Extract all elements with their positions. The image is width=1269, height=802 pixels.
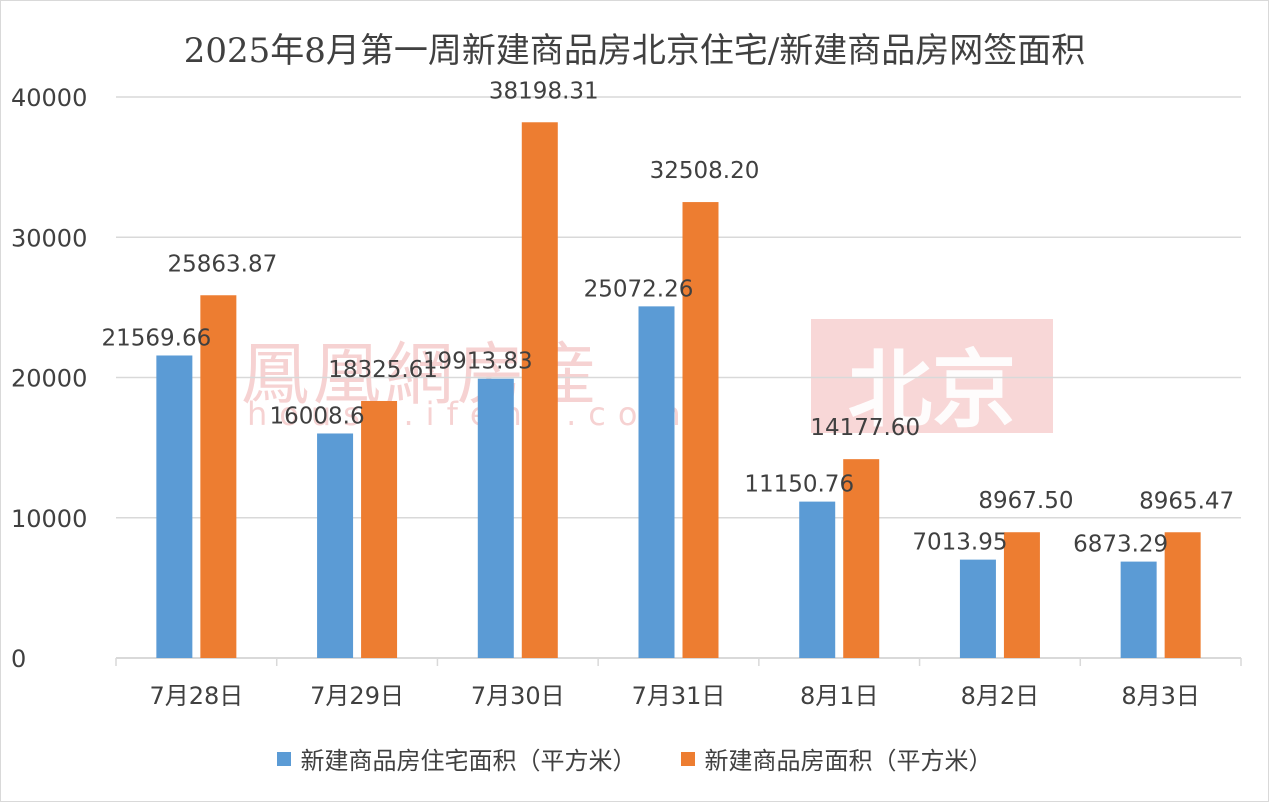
bar-series2 — [682, 202, 719, 658]
data-label-series2: 8965.47 — [1139, 488, 1234, 514]
data-label-series2: 25863.87 — [167, 251, 277, 277]
bar-series1 — [959, 559, 996, 658]
data-label-series1: 11150.76 — [744, 472, 854, 498]
bar-chart: 0 10000 20000 30000 40000 7月28日 21569.66 25863.… — [11, 78, 1242, 710]
x-tick-label: 8月1日 — [800, 682, 879, 710]
y-tick-label: 20000 — [11, 365, 87, 393]
data-label-series1: 7013.95 — [912, 530, 1007, 556]
x-tick-label: 7月29日 — [310, 682, 404, 710]
legend-item-series1: 新建商品房住宅面积（平方米） — [276, 741, 637, 776]
bar-series2 — [361, 400, 398, 658]
data-label-series1: 19913.83 — [423, 349, 533, 375]
watermark-site: house.ifeng.com — [247, 395, 693, 433]
y-tick-label: 40000 — [11, 84, 87, 112]
bar-series1 — [156, 355, 193, 658]
bar-series2 — [843, 459, 880, 658]
x-tick-label: 7月31日 — [632, 682, 726, 710]
bar-series2 — [200, 295, 237, 658]
data-label-series2: 8967.50 — [978, 488, 1073, 514]
x-tick-label: 7月30日 — [471, 682, 565, 710]
data-label-series2: 38198.31 — [489, 78, 599, 104]
bar-series2 — [1164, 532, 1201, 658]
bar-series1 — [477, 378, 514, 658]
data-label-series1: 21569.66 — [101, 325, 211, 351]
data-label-series1: 25072.26 — [584, 276, 694, 302]
y-tick-label: 10000 — [11, 505, 87, 533]
legend-swatch-series1 — [276, 751, 291, 766]
data-label-series1: 16008.6 — [270, 403, 365, 429]
data-label-series2: 32508.20 — [650, 158, 760, 184]
y-tick-label: 30000 — [11, 224, 87, 252]
x-tick-label: 7月28日 — [149, 682, 243, 710]
x-tick-label: 8月3日 — [1121, 682, 1200, 710]
legend-item-series2: 新建商品房面积（平方米） — [680, 741, 993, 776]
data-label-series2: 14177.60 — [810, 415, 920, 441]
legend-label-series2: 新建商品房面积（平方米） — [704, 747, 993, 775]
bar-series1 — [799, 501, 836, 658]
legend-label-series1: 新建商品房住宅面积（平方米） — [300, 747, 637, 775]
data-label-series1: 6873.29 — [1073, 532, 1168, 558]
bar-series2 — [521, 122, 558, 659]
bar-series1 — [638, 306, 675, 658]
x-tick-label: 8月2日 — [961, 682, 1040, 710]
bar-series2 — [1003, 532, 1040, 658]
bar-series1 — [1120, 561, 1157, 658]
data-label-series2: 18325.61 — [328, 357, 438, 383]
y-tick-label: 0 — [11, 645, 26, 673]
chart-title: 2025年8月第一周新建商品房北京住宅/新建商品房网签面积 — [183, 31, 1086, 71]
watermark-city: 北京 — [847, 340, 1016, 439]
watermark-city-box — [811, 319, 1053, 433]
legend-swatch-series2 — [680, 751, 695, 766]
legend: 新建商品房住宅面积（平方米） 新建商品房面积（平方米） — [1, 741, 1268, 776]
bar-series1 — [317, 433, 354, 658]
